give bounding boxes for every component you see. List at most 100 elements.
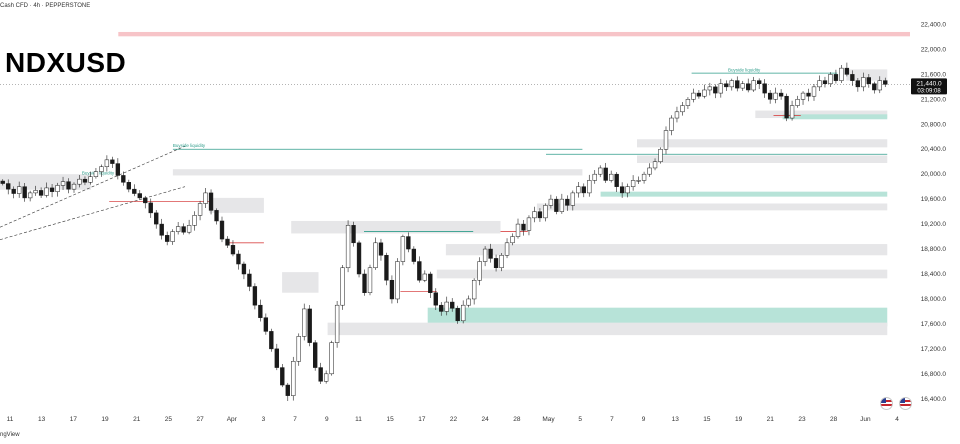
last-price-tag: 21,440.003:09:08: [911, 78, 947, 95]
candle-body: [351, 225, 356, 244]
candle-body: [603, 167, 608, 181]
candle-body: [674, 111, 680, 119]
x-tick-label: 28: [513, 416, 521, 423]
x-tick-label: 3: [262, 416, 266, 423]
candle-body: [329, 342, 334, 375]
candle-body: [60, 181, 66, 186]
candle-body: [159, 223, 164, 236]
candle-body: [269, 331, 274, 350]
price-zone: [445, 244, 888, 256]
candle-body: [724, 83, 729, 88]
us-flag-icon[interactable]: [899, 397, 912, 410]
candle-body: [66, 181, 71, 190]
candle-body: [789, 105, 795, 119]
candle-body: [817, 80, 822, 88]
price-zone: [209, 197, 264, 213]
candle-body: [570, 192, 575, 206]
candle-body: [461, 304, 466, 322]
candle-body: [334, 304, 340, 343]
candle-body: [707, 86, 713, 91]
candle-body: [740, 83, 745, 89]
candle-body: [619, 186, 625, 194]
x-tick-label: 24: [482, 416, 490, 423]
candle-body: [866, 77, 871, 84]
candle-body: [685, 99, 691, 106]
x-tick-label: 28: [830, 416, 838, 423]
candle-body: [548, 198, 554, 206]
candle-body: [504, 242, 510, 256]
candle-body: [345, 225, 351, 269]
y-tick-label: 18,800.0: [921, 246, 947, 253]
price-zone: [291, 220, 501, 234]
x-tick-label: 9: [325, 416, 329, 423]
candle-body: [38, 190, 44, 196]
candle-body: [110, 159, 115, 164]
price-zone: [427, 307, 888, 327]
candle-body: [417, 261, 422, 281]
price-zone: [600, 191, 888, 197]
trend-line: [0, 186, 186, 240]
candle-body: [115, 163, 121, 176]
candle-body: [296, 336, 301, 362]
candle-body: [318, 367, 323, 382]
candle-body: [241, 263, 247, 275]
candle-body: [482, 248, 488, 262]
x-tick-label: 5: [578, 416, 582, 423]
candle-body: [751, 80, 756, 91]
x-tick-label: May: [542, 416, 555, 423]
candle-body: [302, 308, 307, 337]
candle-body: [82, 178, 88, 183]
candle-body: [126, 182, 131, 190]
candle-body: [576, 186, 581, 194]
candle-body: [691, 92, 696, 100]
candle-body: [592, 173, 597, 181]
trend-line: [0, 145, 186, 228]
candle-body: [433, 292, 438, 306]
y-tick-label: 21,200.0: [921, 96, 947, 103]
candle-body: [850, 74, 855, 81]
candle-body: [33, 190, 38, 194]
candle-body: [165, 235, 170, 242]
candle-body: [811, 86, 817, 97]
last-price-text: 21,440.0: [916, 80, 942, 87]
candle-body: [746, 83, 751, 91]
y-tick-label: 22,000.0: [921, 46, 947, 53]
candle-body: [236, 253, 241, 265]
candle-body: [44, 187, 49, 196]
y-tick-label: 20,800.0: [921, 121, 947, 128]
x-tick-label: 13: [38, 416, 46, 423]
price-zone: [536, 203, 888, 211]
candle-body: [378, 242, 384, 256]
x-tick-label: 27: [196, 416, 204, 423]
candle-body: [362, 273, 367, 293]
x-tick-label: 19: [735, 416, 743, 423]
candle-body: [197, 203, 203, 216]
candle-body: [22, 186, 27, 199]
x-tick-label: 11: [355, 416, 362, 423]
candle-body: [291, 361, 296, 396]
candle-body: [186, 225, 192, 233]
candles-layer: [0, 62, 888, 402]
price-zone: [172, 169, 583, 176]
us-flag-icon[interactable]: [880, 397, 893, 410]
time-axis[interactable]: 11 13 17 19 21 25 27 Apr 3 7 9 11 15 17 22 24 28 May 5 7 9 13…: [7, 416, 900, 423]
candle-body: [0, 180, 5, 184]
x-tick-label: 15: [387, 416, 395, 423]
candle-body: [614, 173, 619, 187]
candle-body: [795, 99, 800, 106]
price-zone: [637, 139, 888, 148]
candle-body: [367, 267, 373, 293]
price-axis[interactable]: 22,400.0 22,000.0 21,600.0 21,200.0 20,800.0…: [921, 21, 947, 402]
candle-body: [428, 273, 433, 293]
candle-body: [77, 178, 82, 185]
x-tick-label: 7: [610, 416, 614, 423]
candle-body: [455, 308, 460, 322]
candle-body: [181, 226, 186, 233]
candle-body: [104, 159, 110, 167]
candle-body: [488, 248, 493, 259]
y-tick-label: 17,600.0: [921, 321, 947, 328]
x-tick-label: 4: [895, 416, 899, 423]
candle-body: [444, 301, 449, 312]
